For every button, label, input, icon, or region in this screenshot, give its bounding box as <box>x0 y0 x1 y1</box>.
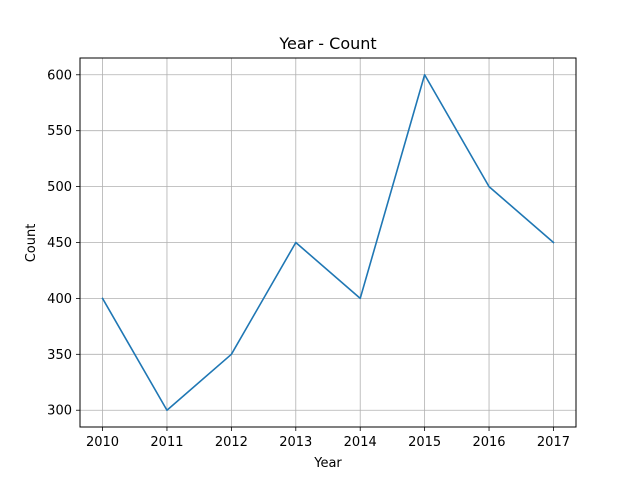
x-axis-ticks: 2010 2011 2012 2013 2014 2015 2016 2017 <box>86 427 570 450</box>
series-lines <box>101 73 555 412</box>
x-tick-label: 2015 <box>408 435 441 450</box>
y-tick-label: 400 <box>47 292 72 307</box>
x-tick-label: 2010 <box>86 435 119 450</box>
x-tick-label: 2013 <box>279 435 312 450</box>
y-tick-label: 350 <box>47 348 72 363</box>
x-tick-label: 2011 <box>150 435 183 450</box>
x-tick-label: 2017 <box>537 435 570 450</box>
y-tick-label: 600 <box>47 68 72 83</box>
y-axis-ticks: 300 350 400 450 500 550 600 <box>47 68 80 419</box>
series-line <box>101 73 555 412</box>
grid-lines <box>80 58 576 427</box>
y-tick-label: 550 <box>47 124 72 139</box>
x-axis-label: Year <box>313 456 342 471</box>
x-tick-label: 2014 <box>344 435 377 450</box>
x-tick-label: 2016 <box>472 435 505 450</box>
y-tick-label: 500 <box>47 180 72 195</box>
y-tick-label: 450 <box>47 236 72 251</box>
x-tick-label: 2012 <box>215 435 248 450</box>
y-tick-label: 300 <box>47 404 72 419</box>
y-axis-label: Count <box>24 224 39 263</box>
chart-title: Year - Count <box>278 34 376 53</box>
